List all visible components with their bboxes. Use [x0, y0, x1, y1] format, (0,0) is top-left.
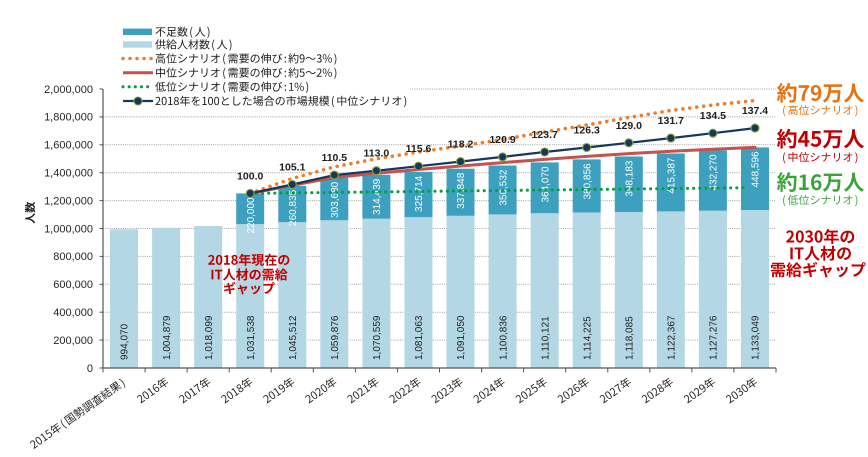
svg-text:1,045,512: 1,045,512 — [288, 315, 299, 360]
svg-text:398,183: 398,183 — [625, 160, 636, 197]
svg-text:994,070: 994,070 — [120, 323, 131, 360]
svg-text:325,714: 325,714 — [414, 175, 425, 212]
svg-text:1,004,879: 1,004,879 — [162, 315, 173, 360]
svg-text:350,532: 350,532 — [498, 169, 509, 206]
svg-text:2,000,000: 2,000,000 — [44, 84, 93, 96]
svg-text:260,835: 260,835 — [288, 189, 299, 226]
svg-text:126.3: 126.3 — [574, 125, 600, 137]
svg-text:131.7: 131.7 — [658, 115, 684, 127]
svg-text:115.6: 115.6 — [406, 143, 432, 155]
svg-text:400,000: 400,000 — [53, 307, 93, 319]
svg-text:1,091,050: 1,091,050 — [456, 315, 467, 360]
svg-text:448,596: 448,596 — [751, 151, 762, 188]
svg-text:1,081,063: 1,081,063 — [414, 315, 425, 360]
svg-text:432,270: 432,270 — [709, 154, 720, 191]
svg-text:110.5: 110.5 — [321, 152, 347, 164]
svg-text:600,000: 600,000 — [53, 279, 93, 291]
svg-text:200,000: 200,000 — [53, 335, 93, 347]
svg-text:105.1: 105.1 — [279, 162, 305, 174]
svg-text:1,114,225: 1,114,225 — [582, 316, 593, 360]
svg-text:1,070,559: 1,070,559 — [372, 315, 383, 360]
svg-text:1,118,085: 1,118,085 — [625, 316, 636, 360]
svg-text:415,387: 415,387 — [667, 157, 678, 194]
svg-text:303,680: 303,680 — [330, 181, 341, 218]
svg-text:314,439: 314,439 — [372, 178, 383, 215]
svg-text:137.4: 137.4 — [742, 105, 768, 117]
svg-text:123.7: 123.7 — [532, 129, 558, 141]
svg-text:1,127,276: 1,127,276 — [709, 315, 720, 360]
svg-text:380,856: 380,856 — [582, 163, 593, 200]
svg-text:1,100,836: 1,100,836 — [498, 315, 509, 360]
svg-text:100.0: 100.0 — [237, 170, 263, 182]
svg-text:1,122,367: 1,122,367 — [667, 315, 678, 360]
svg-text:1,400,000: 1,400,000 — [44, 168, 93, 180]
svg-text:1,600,000: 1,600,000 — [44, 140, 93, 152]
svg-text:800,000: 800,000 — [53, 251, 93, 263]
svg-text:113.0: 113.0 — [364, 148, 390, 160]
svg-text:1,059,876: 1,059,876 — [330, 315, 341, 360]
svg-text:364,070: 364,070 — [540, 166, 551, 203]
svg-text:1,133,049: 1,133,049 — [751, 315, 762, 360]
svg-text:337,848: 337,848 — [456, 172, 467, 209]
svg-text:118.2: 118.2 — [448, 139, 474, 151]
svg-text:1,031,538: 1,031,538 — [246, 315, 257, 360]
svg-text:134.5: 134.5 — [700, 110, 726, 122]
svg-text:0: 0 — [87, 363, 93, 375]
svg-text:1,018,099: 1,018,099 — [204, 315, 215, 360]
svg-text:120.9: 120.9 — [489, 134, 515, 146]
svg-text:1,000,000: 1,000,000 — [44, 223, 93, 235]
svg-text:1,110,121: 1,110,121 — [540, 316, 551, 360]
svg-text:220,000: 220,000 — [246, 197, 257, 234]
svg-text:129.0: 129.0 — [616, 120, 642, 132]
svg-text:1,200,000: 1,200,000 — [44, 195, 93, 207]
svg-text:1,800,000: 1,800,000 — [44, 112, 93, 124]
